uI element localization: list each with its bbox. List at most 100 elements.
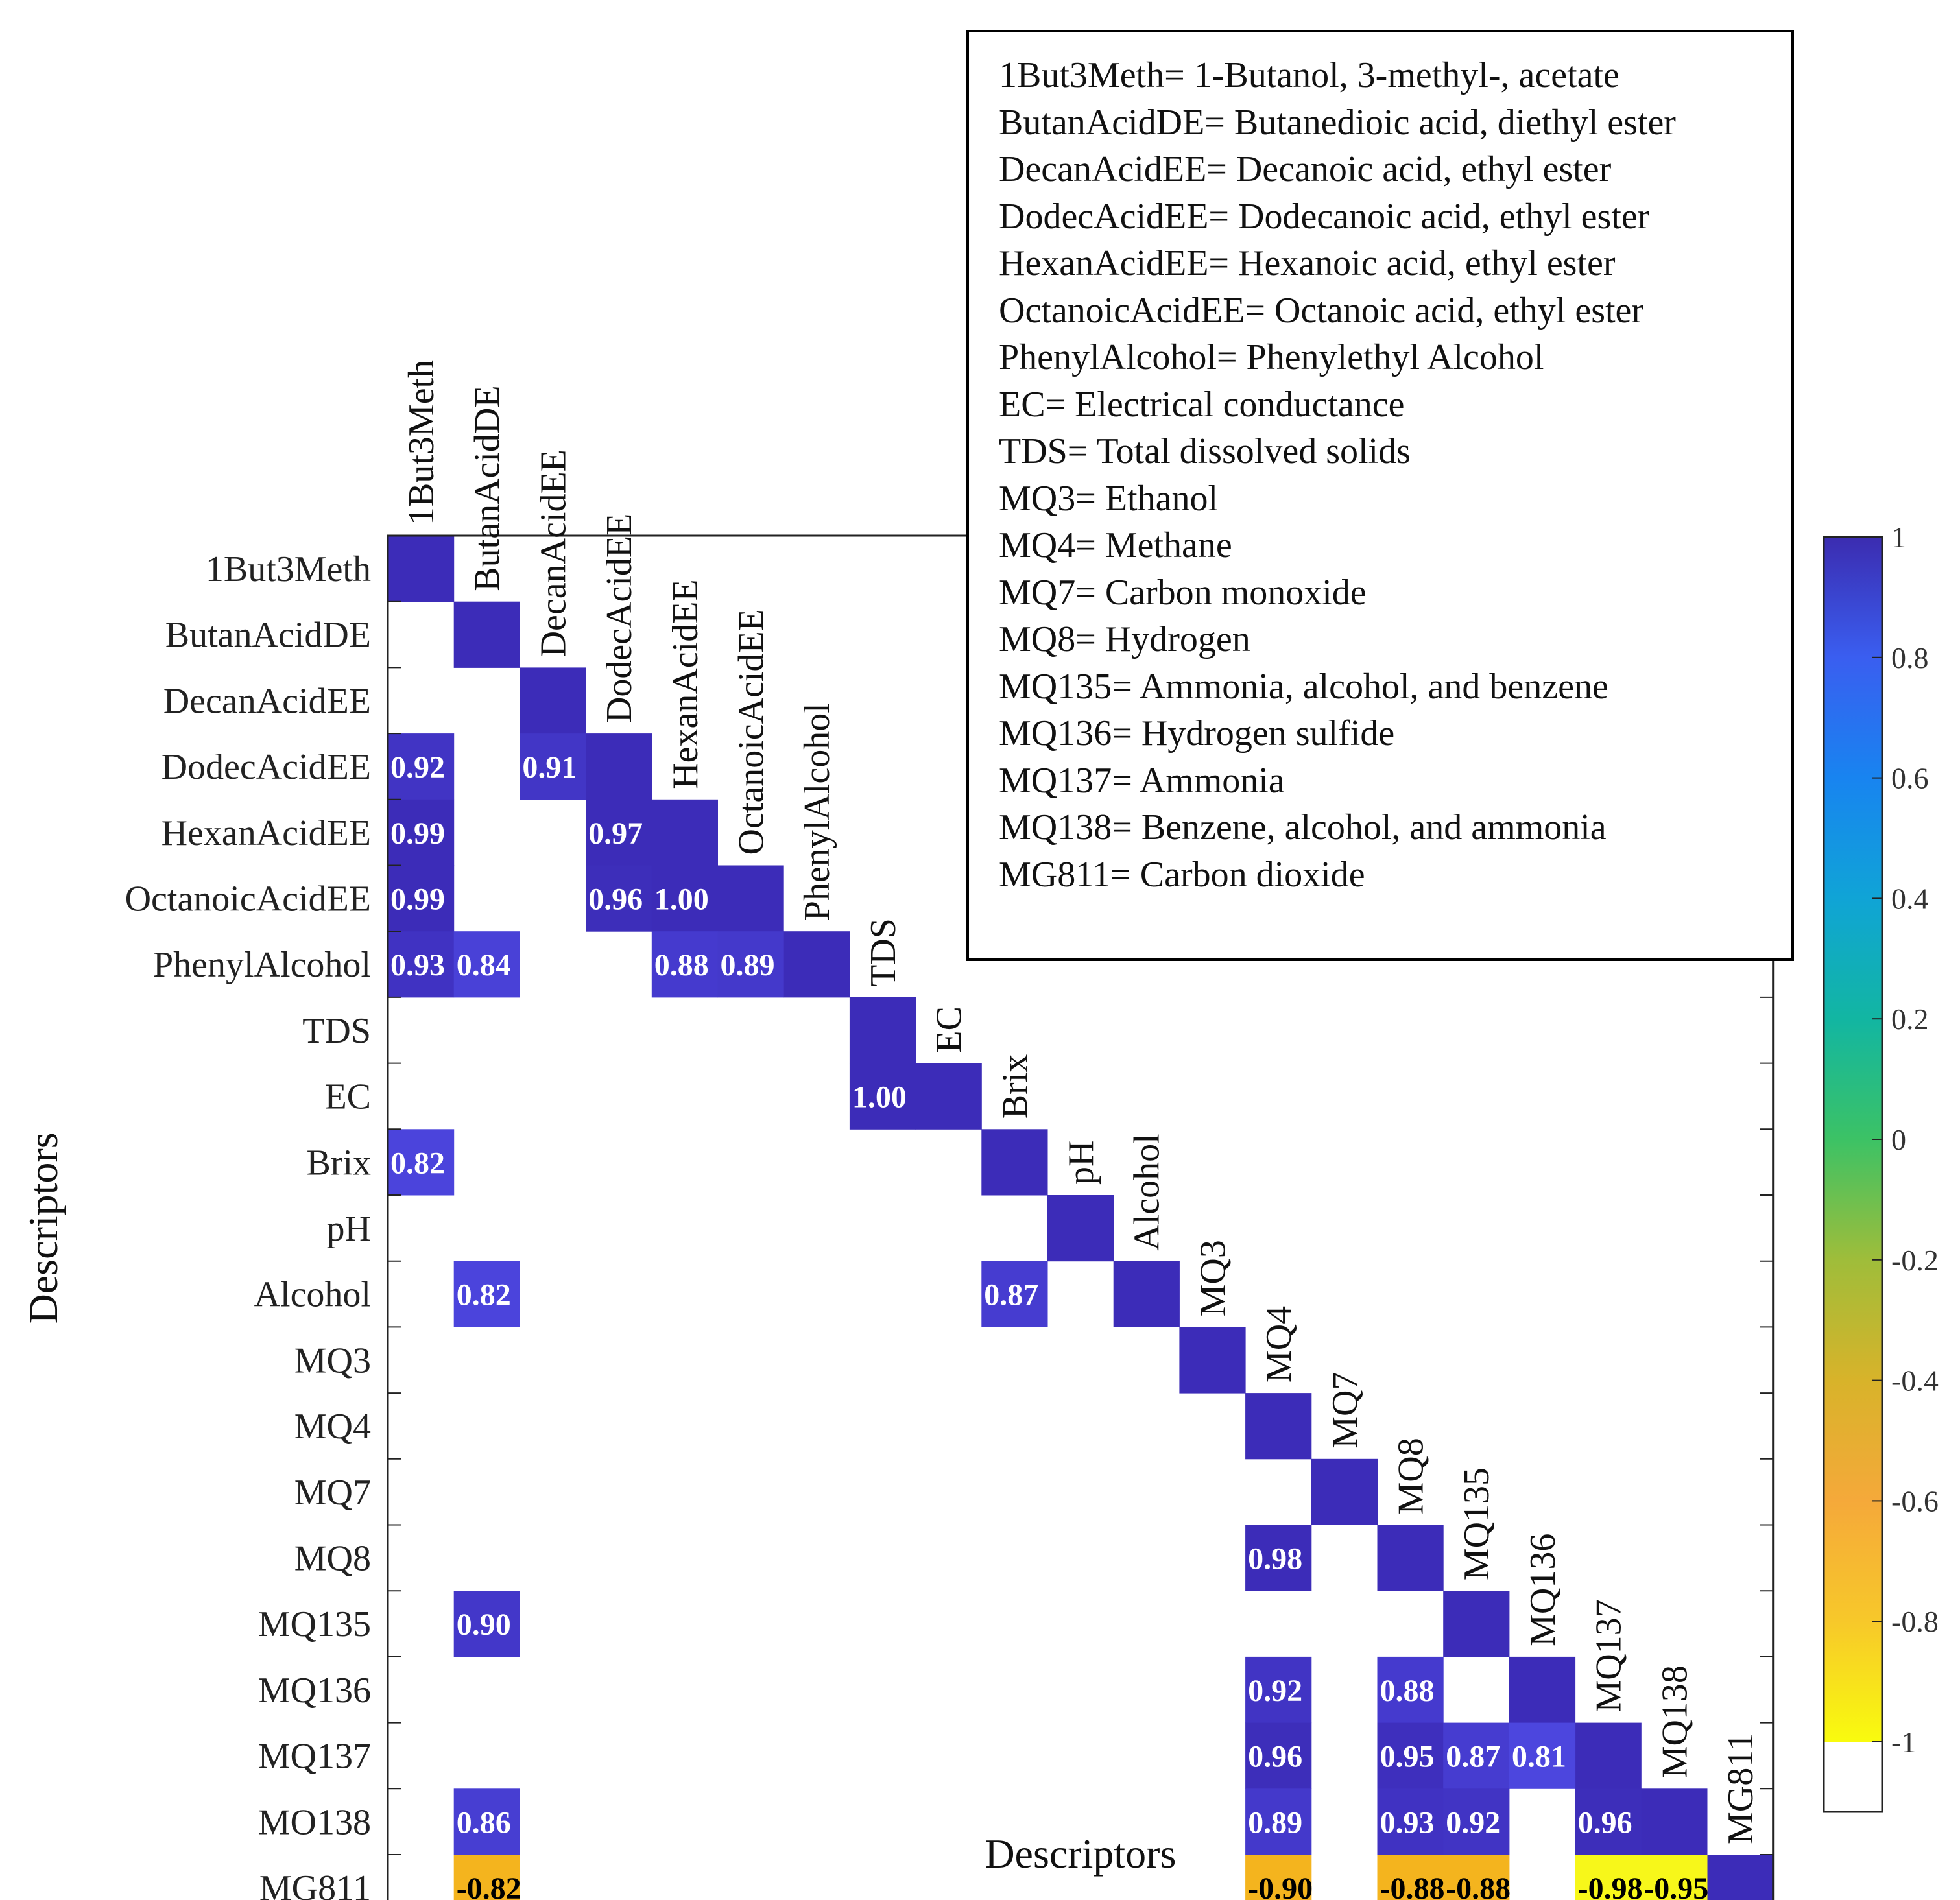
x-tick-label: MQ136 — [1523, 1534, 1563, 1646]
legend-entry: MQ3= Ethanol — [999, 478, 1218, 519]
cell-value-label: 0.93 — [1380, 1805, 1435, 1840]
heatmap-cell — [651, 865, 718, 932]
heatmap-cell — [453, 1855, 520, 1900]
x-tick-label: ButanAcidDE — [468, 385, 508, 591]
cell-value-label: 0.84 — [457, 948, 511, 982]
heatmap-cell — [1245, 1855, 1312, 1900]
colorbar-tick-label: 0 — [1891, 1123, 1906, 1156]
colorbar-tick-label: -1 — [1891, 1726, 1916, 1759]
heatmap-labels: 0.92 0.91 0.99 0.97 0.99 0.96 1.00 0.93 0.84 0.88… — [20, 360, 1761, 1900]
cell-value-label: 1.00 — [654, 883, 709, 917]
colorbar: 1 0.8 0.6 0.4 0.2 0 -0.2 -0.4 -0.6 -0.8 -1 — [1823, 521, 1939, 1813]
y-axis-title: Descriptors — [20, 1132, 66, 1324]
colorbar-tick-label: -0.2 — [1891, 1244, 1939, 1277]
heatmap-cell — [388, 931, 455, 998]
legend-entry: 1But3Meth= 1-Butanol, 3-methyl-, acetate — [999, 55, 1619, 95]
y-tick-label: MQ3 — [294, 1340, 371, 1381]
cell-value-label: 0.86 — [457, 1805, 511, 1840]
cell-value-label: 0.87 — [984, 1278, 1038, 1312]
y-tick-label: MQ4 — [294, 1407, 371, 1447]
x-tick-label: HexanAcidEE — [665, 579, 706, 789]
y-tick-label: MQ137 — [258, 1737, 371, 1777]
x-tick-label: MQ3 — [1193, 1240, 1233, 1316]
heatmap-cell — [1245, 1788, 1312, 1855]
x-tick-label: Brix — [995, 1054, 1035, 1119]
cell-value-label: 0.96 — [1248, 1740, 1302, 1774]
heatmap-cell — [1245, 1525, 1312, 1591]
y-tick-label: 1But3Meth — [206, 549, 371, 589]
y-tick-label: MQ135 — [258, 1604, 371, 1645]
diagonal-cell — [717, 865, 784, 932]
legend-entry: MQ4= Methane — [999, 525, 1232, 565]
cell-value-label: 0.96 — [1578, 1805, 1632, 1840]
heatmap-cell — [849, 1063, 916, 1130]
legend-entry: ButanAcidDE= Butanedioic acid, diethyl e… — [999, 102, 1676, 143]
colorbar-tick-label: 1 — [1891, 521, 1906, 554]
x-tick-label: DodecAcidEE — [599, 514, 639, 723]
heatmap-cell — [453, 1261, 520, 1327]
colorbar-tick-label: -0.4 — [1891, 1364, 1939, 1397]
legend-entry: DodecAcidEE= Dodecanoic acid, ethyl este… — [999, 196, 1650, 237]
colorbar-tick-label: -0.8 — [1891, 1605, 1939, 1638]
diagonal-cell — [651, 799, 718, 866]
y-tick-label: DecanAcidEE — [163, 681, 371, 721]
x-tick-label: MG811 — [1721, 1733, 1761, 1844]
diagonal-cell — [1443, 1591, 1510, 1657]
heatmap-cell — [1509, 1722, 1576, 1789]
colorbar-tick-label: 0.8 — [1891, 641, 1929, 674]
heatmap-cell — [388, 799, 455, 866]
x-tick-label: DecanAcidEE — [533, 449, 573, 657]
diagonal-cell — [783, 931, 850, 998]
cell-value-label: 0.98 — [1248, 1542, 1302, 1576]
y-tick-label: Alcohol — [254, 1275, 371, 1315]
x-tick-label: MQ137 — [1589, 1599, 1629, 1712]
legend-entry: MQ8= Hydrogen — [999, 619, 1250, 659]
legend-entry: MQ138= Benzene, alcohol, and ammonia — [999, 807, 1607, 848]
cell-value-label: 0.92 — [1446, 1805, 1500, 1840]
cell-value-label: 0.82 — [457, 1278, 511, 1312]
diagonal-cell — [453, 601, 520, 668]
y-tick-label: MO138 — [258, 1802, 371, 1842]
cell-value-label: 0.91 — [522, 750, 577, 785]
x-tick-label: OctanoicAcidEE — [732, 609, 772, 855]
x-tick-label: 1But3Meth — [401, 360, 442, 525]
x-tick-label: MQ7 — [1325, 1372, 1365, 1449]
diagonal-cell — [586, 733, 652, 800]
legend-entry: MQ7= Carbon monoxide — [999, 572, 1367, 613]
x-tick-label: PhenylAlcohol — [797, 703, 837, 921]
heatmap-cell — [717, 931, 784, 998]
cell-value-label: 0.88 — [1380, 1674, 1435, 1708]
y-tick-label: MQ7 — [294, 1473, 371, 1513]
cell-value-label: 0.90 — [457, 1608, 511, 1642]
heatmap-cell — [1377, 1855, 1444, 1900]
legend-entry: MG811= Carbon dioxide — [999, 854, 1365, 895]
y-tick-label: MG811 — [259, 1868, 371, 1900]
y-tick-label: ButanAcidDE — [165, 615, 371, 656]
abbreviation-legend: 1But3Meth= 1-Butanol, 3-methyl-, acetate… — [966, 30, 1794, 961]
legend-entry: DecanAcidEE= Decanoic acid, ethyl ester — [999, 149, 1612, 189]
legend-entry: PhenylAlcohol= Phenylethyl Alcohol — [999, 337, 1544, 377]
heatmap-cell — [586, 799, 652, 866]
y-tick-label: MQ136 — [258, 1670, 371, 1711]
heatmap-cell — [1575, 1855, 1642, 1900]
x-tick-label: MQ8 — [1391, 1438, 1431, 1514]
heatmap-cell — [1245, 1722, 1312, 1789]
cell-value-label: 0.99 — [390, 883, 445, 917]
heatmap-cell — [651, 931, 718, 998]
colorbar-tick-label: -0.6 — [1891, 1484, 1939, 1517]
x-tick-label: MQ138 — [1655, 1665, 1695, 1778]
legend-entry: MQ135= Ammonia, alcohol, and benzene — [999, 666, 1608, 707]
cell-value-label: 0.92 — [390, 750, 445, 785]
heatmap-cell — [1443, 1788, 1510, 1855]
heatmap-cell — [388, 733, 455, 800]
legend-entry: HexanAcidEE= Hexanoic acid, ethyl ester — [999, 243, 1616, 283]
heatmap-cell — [586, 865, 652, 932]
x-tick-label: EC — [929, 1006, 970, 1053]
diagonal-cell — [849, 997, 916, 1064]
y-tick-label: TDS — [302, 1011, 371, 1051]
diagonal-cell — [1047, 1195, 1114, 1262]
cell-value-label: 0.96 — [588, 883, 643, 917]
diagonal-cell — [520, 667, 586, 734]
colorbar-tick-label: 0.2 — [1891, 1003, 1929, 1036]
diagonal-cell — [1707, 1855, 1774, 1900]
